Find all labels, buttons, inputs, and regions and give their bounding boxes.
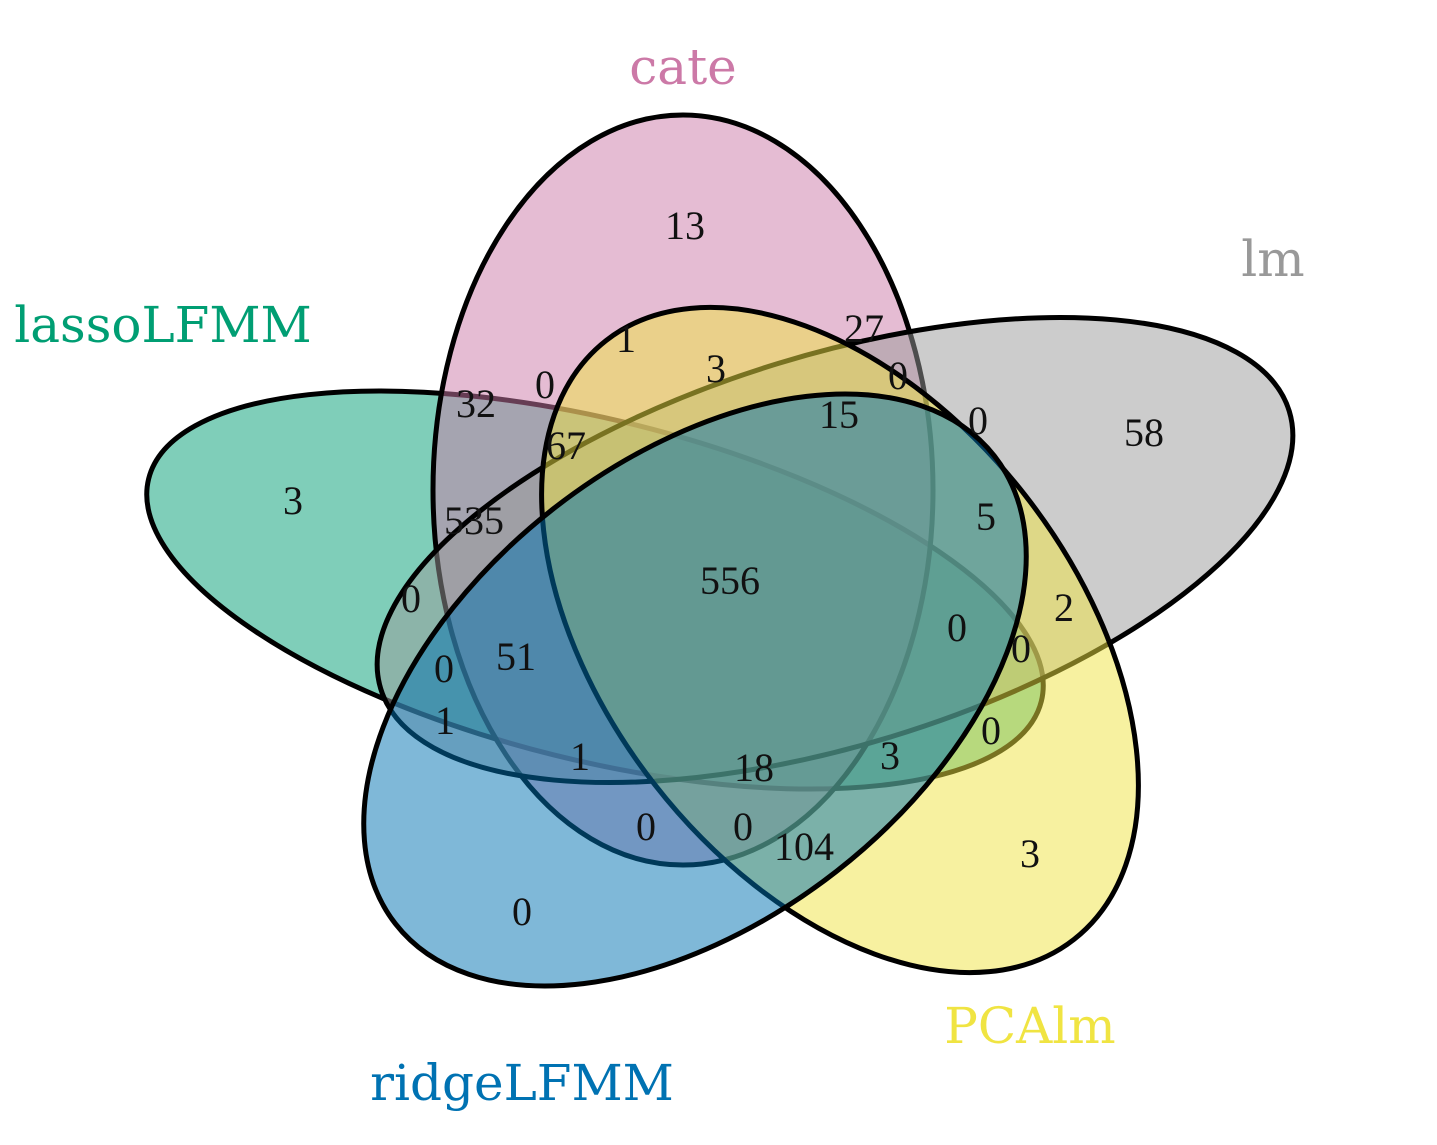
- region-count: 67: [546, 423, 586, 468]
- region-count: 0: [888, 353, 908, 398]
- set-label-lm: lm: [1241, 230, 1304, 288]
- region-count: 15: [819, 392, 859, 437]
- region-count: 0: [636, 804, 656, 849]
- set-label-PCAlm: PCAlm: [944, 997, 1115, 1055]
- region-count: 0: [434, 646, 454, 691]
- region-count: 1: [616, 316, 636, 361]
- region-count: 0: [535, 362, 555, 407]
- region-count: 0: [981, 708, 1001, 753]
- ellipse-ridgeLFMM: [361, 391, 1029, 989]
- set-label-cate: cate: [629, 38, 737, 96]
- region-count: 0: [401, 576, 421, 621]
- region-counts: 13 58 3 3 0 1 27 3 0 0 32 0 67 15 5 2 53…: [283, 203, 1164, 934]
- region-count: 556: [700, 558, 760, 603]
- region-count: 58: [1124, 410, 1164, 455]
- region-count: 535: [444, 498, 504, 543]
- set-label-ridgeLFMM: ridgeLFMM: [370, 1054, 674, 1112]
- region-count: 104: [774, 824, 834, 869]
- region-count: 5: [976, 494, 996, 539]
- region-count: 3: [283, 478, 303, 523]
- region-count: 1: [435, 698, 455, 743]
- region-count: 27: [844, 306, 884, 351]
- region-count: 0: [1011, 626, 1031, 671]
- region-count: 32: [456, 381, 496, 426]
- region-count: 18: [734, 745, 774, 790]
- region-count: 0: [968, 398, 988, 443]
- region-count: 0: [947, 605, 967, 650]
- region-count: 51: [496, 634, 536, 679]
- region-count: 0: [733, 804, 753, 849]
- region-count: 0: [512, 889, 532, 934]
- region-count: 1: [570, 734, 590, 779]
- region-count: 3: [880, 733, 900, 778]
- region-count: 2: [1054, 585, 1074, 630]
- region-count: 3: [706, 346, 726, 391]
- region-count: 13: [665, 203, 705, 248]
- region-count: 3: [1020, 831, 1040, 876]
- set-label-lassoLFMM: lassoLFMM: [14, 296, 312, 354]
